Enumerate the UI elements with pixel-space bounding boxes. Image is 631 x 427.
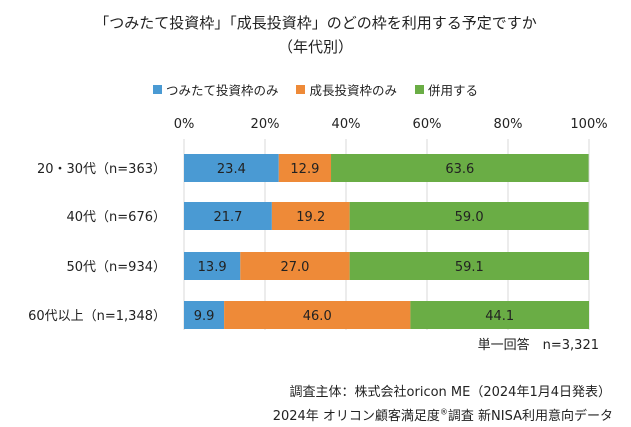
bar-segment	[410, 301, 589, 329]
source-note: 調査主体：株式会社oricon ME（2024年1月4日発表）	[289, 385, 611, 400]
legend: つみたて投資枠のみ 成長投資枠のみ 併用する	[0, 80, 631, 99]
category-label: 20・30代（n=363）	[37, 162, 166, 177]
bar-segment	[349, 202, 589, 230]
data-label: 21.7	[213, 210, 242, 225]
x-tick-label: 0%	[174, 117, 195, 132]
x-tick-label: 20%	[251, 117, 280, 132]
legend-label-heiyo: 併用する	[428, 83, 479, 98]
registered-mark: ®	[439, 407, 448, 417]
bar-segment	[271, 202, 350, 230]
bar-segment	[349, 252, 589, 280]
data-label: 46.0	[303, 309, 332, 324]
legend-label-tsumitate: つみたて投資枠のみ	[165, 83, 279, 98]
bar-segment	[278, 154, 332, 182]
legend-item-heiyo: 併用する	[415, 80, 478, 99]
legend-swatch-seicho	[296, 85, 306, 94]
data-label: 19.2	[296, 210, 325, 225]
category-label: 50代（n=934）	[67, 260, 167, 275]
data-label: 59.0	[455, 210, 484, 225]
bar-segment	[184, 252, 241, 280]
data-label: 59.1	[455, 260, 484, 275]
survey-note-text-2: 調査 新NISA利用意向データ	[447, 409, 613, 424]
data-label: 12.9	[290, 162, 319, 177]
data-label: 44.1	[485, 309, 514, 324]
x-tick-label: 60%	[413, 117, 442, 132]
bar-segment	[184, 301, 225, 329]
chart-title: 「つみたて投資枠」「成長投資枠」のどの枠を利用する予定ですか	[94, 14, 537, 32]
category-label: 60代以上（n=1,348）	[28, 309, 166, 324]
x-tick-label: 100%	[570, 117, 607, 132]
survey-note-text: 2024年 オリコン顧客満足度	[272, 409, 440, 424]
legend-swatch-tsumitate	[152, 85, 162, 94]
x-tick-label: 80%	[494, 117, 523, 132]
data-label: 23.4	[217, 162, 246, 177]
chart-subtitle: （年代別）	[277, 38, 353, 56]
bar-segment	[184, 154, 279, 182]
x-tick-label: 40%	[332, 117, 361, 132]
data-label: 27.0	[280, 260, 309, 275]
data-label: 13.9	[198, 260, 227, 275]
category-label: 40代（n=676）	[67, 210, 167, 225]
bar-segment	[184, 202, 272, 230]
legend-item-tsumitate: つみたて投資枠のみ	[152, 80, 279, 99]
data-label: 63.6	[445, 162, 474, 177]
bar-segment	[240, 252, 350, 280]
survey-note: 2024年 オリコン顧客満足度®調査 新NISA利用意向データ	[273, 405, 613, 424]
legend-item-seicho: 成長投資枠のみ	[296, 80, 397, 99]
bar-segment	[331, 154, 589, 182]
legend-label-seicho: 成長投資枠のみ	[309, 83, 397, 98]
data-label: 9.9	[194, 309, 215, 324]
sample-size-note: 単一回答 n=3,321	[477, 338, 599, 353]
bar-segment	[224, 301, 411, 329]
legend-swatch-heiyo	[415, 85, 424, 94]
